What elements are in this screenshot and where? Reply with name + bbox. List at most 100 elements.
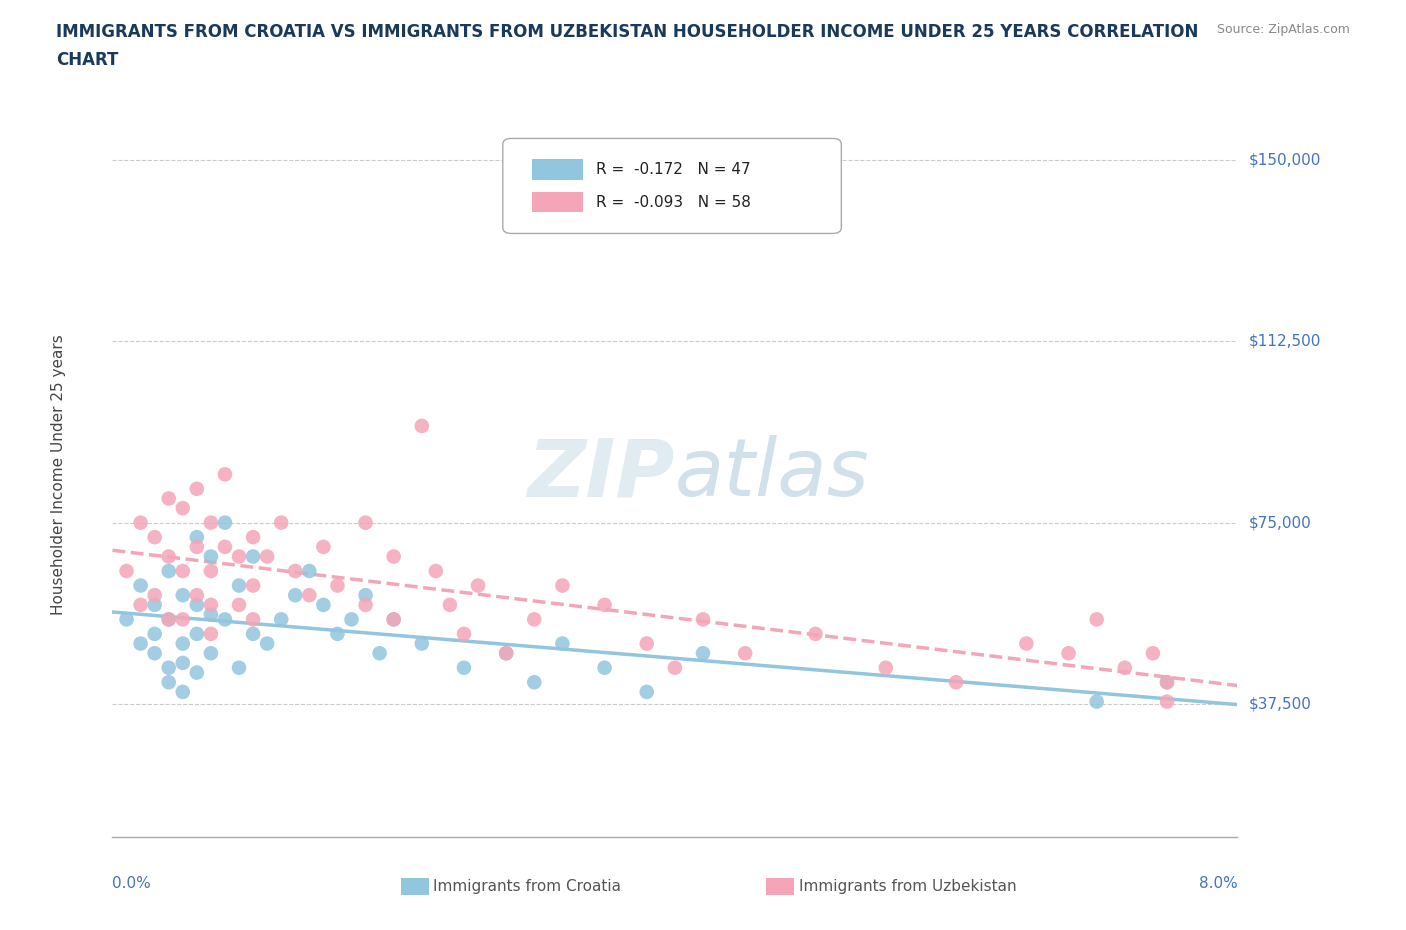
Point [692, 645, 714, 660]
Point [228, 549, 250, 564]
Point [157, 491, 180, 506]
Point [368, 645, 391, 660]
Point [157, 675, 180, 690]
Point [636, 684, 658, 699]
Point [354, 515, 377, 530]
Point [1057, 645, 1080, 660]
Point [157, 612, 180, 627]
Point [172, 564, 194, 578]
Text: 0.0%: 0.0% [112, 876, 152, 891]
Point [439, 597, 461, 612]
Point [340, 612, 363, 627]
Text: CHART: CHART [56, 51, 118, 69]
Point [228, 660, 250, 675]
Point [326, 578, 349, 593]
Point [115, 612, 138, 627]
Point [804, 627, 827, 642]
Point [692, 612, 714, 627]
Point [523, 675, 546, 690]
Point [1085, 694, 1108, 709]
Point [172, 636, 194, 651]
Point [143, 530, 166, 545]
Text: ZIP: ZIP [527, 435, 675, 513]
Point [636, 636, 658, 651]
Point [157, 564, 180, 578]
Text: Source: ZipAtlas.com: Source: ZipAtlas.com [1216, 23, 1350, 36]
Point [1156, 694, 1178, 709]
Point [242, 578, 264, 593]
Point [242, 612, 264, 627]
Point [593, 597, 616, 612]
Point [186, 539, 208, 554]
Point [495, 645, 517, 660]
Point [172, 684, 194, 699]
Point [875, 660, 897, 675]
Text: IMMIGRANTS FROM CROATIA VS IMMIGRANTS FROM UZBEKISTAN HOUSEHOLDER INCOME UNDER 2: IMMIGRANTS FROM CROATIA VS IMMIGRANTS FR… [56, 23, 1198, 41]
Point [945, 675, 967, 690]
Point [298, 588, 321, 603]
Point [1156, 675, 1178, 690]
Point [186, 627, 208, 642]
Point [143, 588, 166, 603]
Point [186, 597, 208, 612]
Text: Immigrants from Uzbekistan: Immigrants from Uzbekistan [799, 879, 1017, 894]
Point [453, 660, 475, 675]
Point [214, 539, 236, 554]
Point [354, 588, 377, 603]
Text: Immigrants from Croatia: Immigrants from Croatia [433, 879, 621, 894]
Point [157, 612, 180, 627]
Point [228, 578, 250, 593]
FancyBboxPatch shape [503, 139, 841, 233]
Point [214, 515, 236, 530]
Point [270, 515, 292, 530]
Point [186, 482, 208, 497]
Point [495, 645, 517, 660]
Point [186, 665, 208, 680]
Point [143, 597, 166, 612]
Text: atlas: atlas [675, 435, 870, 513]
Point [172, 656, 194, 671]
Point [172, 588, 194, 603]
Text: $37,500: $37,500 [1249, 697, 1312, 711]
Point [172, 612, 194, 627]
Point [1156, 675, 1178, 690]
Point [200, 549, 222, 564]
Point [186, 588, 208, 603]
Text: Householder Income Under 25 years: Householder Income Under 25 years [51, 334, 66, 615]
Point [411, 418, 433, 433]
Point [1085, 612, 1108, 627]
Point [326, 627, 349, 642]
Point [284, 588, 307, 603]
Point [593, 660, 616, 675]
Point [467, 578, 489, 593]
Point [354, 597, 377, 612]
Point [551, 636, 574, 651]
Point [312, 597, 335, 612]
Point [242, 627, 264, 642]
Point [200, 627, 222, 642]
Point [523, 612, 546, 627]
Point [157, 660, 180, 675]
Point [129, 636, 152, 651]
Point [453, 627, 475, 642]
Point [200, 645, 222, 660]
Point [129, 597, 152, 612]
Text: $112,500: $112,500 [1249, 334, 1320, 349]
Text: R =  -0.172   N = 47: R = -0.172 N = 47 [596, 162, 751, 177]
Point [284, 564, 307, 578]
Point [143, 627, 166, 642]
Point [200, 515, 222, 530]
Point [382, 549, 405, 564]
Point [256, 636, 278, 651]
Point [312, 539, 335, 554]
Point [143, 645, 166, 660]
Text: 8.0%: 8.0% [1198, 876, 1237, 891]
Point [115, 564, 138, 578]
Point [186, 530, 208, 545]
Text: $75,000: $75,000 [1249, 515, 1312, 530]
Point [664, 660, 686, 675]
Point [734, 645, 756, 660]
Point [172, 500, 194, 515]
Text: R =  -0.093   N = 58: R = -0.093 N = 58 [596, 194, 751, 210]
Point [214, 612, 236, 627]
